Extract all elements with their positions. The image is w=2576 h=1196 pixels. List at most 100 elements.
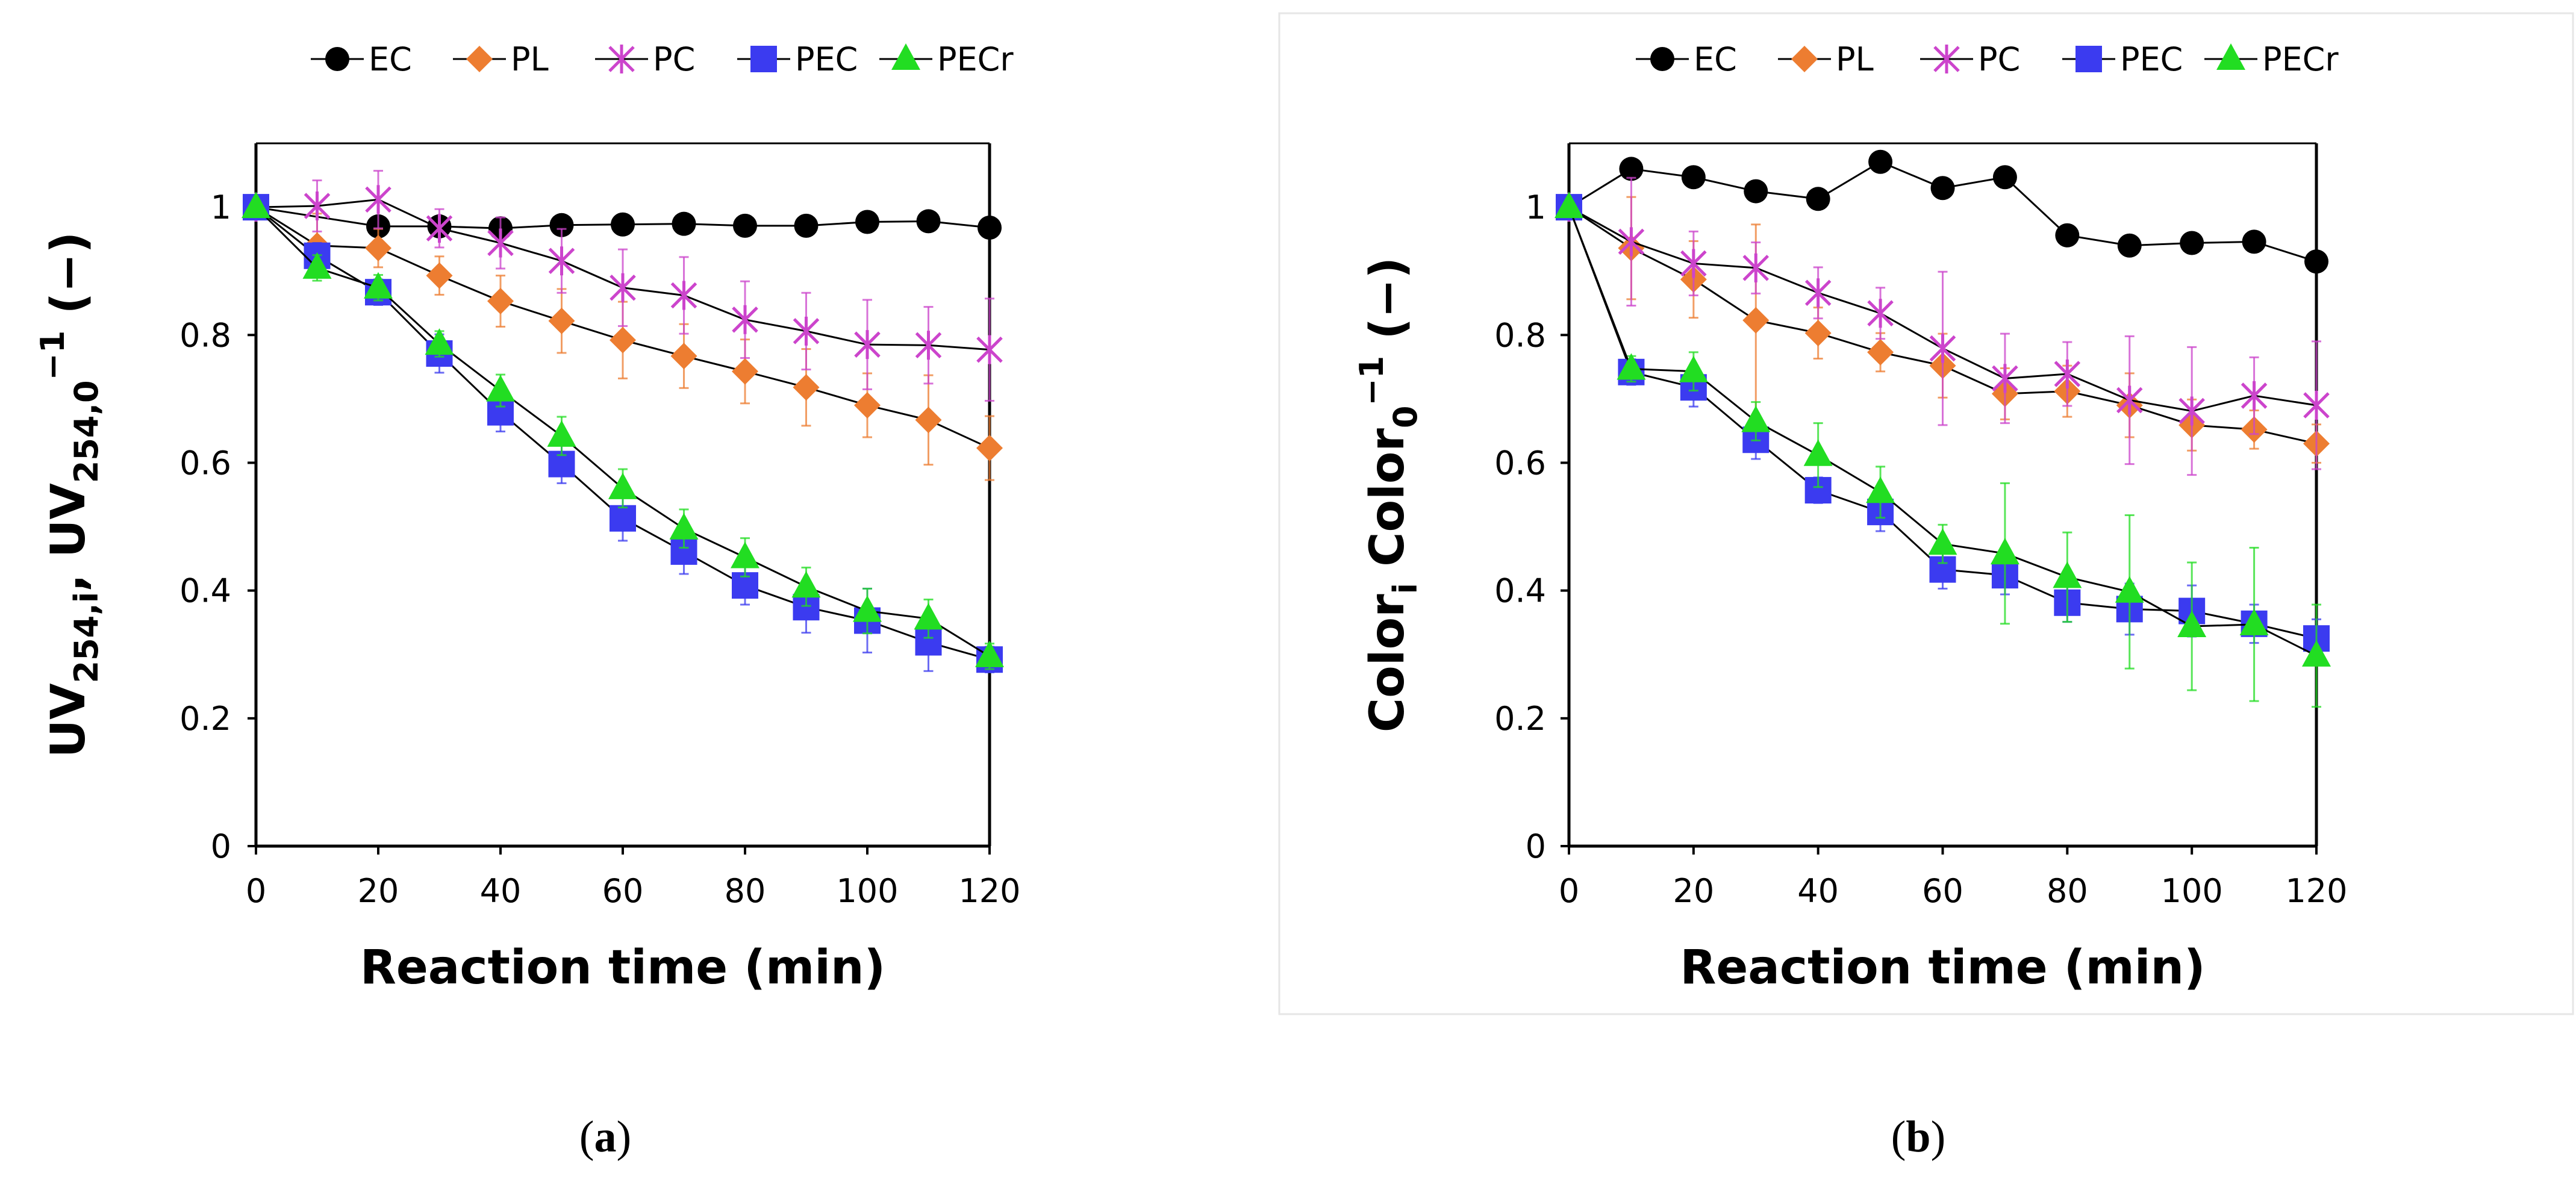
data-point-PECr	[1679, 355, 1708, 382]
panel-b-frame	[1278, 12, 2574, 1015]
data-point-EC	[2242, 229, 2266, 254]
x-tick-label: 20	[358, 872, 399, 910]
y-axis-title-subscript: 0	[1386, 406, 1424, 429]
y-axis-title-subscript: i	[1386, 583, 1424, 594]
panel-label-a: (a)	[579, 1112, 631, 1162]
y-axis-title-text: Color	[1361, 594, 1415, 732]
legend-label-EC: EC	[369, 40, 412, 78]
y-tick-label: 0.6	[179, 444, 231, 482]
y-tick-label: 0.8	[1494, 316, 1546, 354]
data-point-PC	[854, 330, 881, 360]
data-point-PECr	[2177, 611, 2207, 638]
data-point-PC	[732, 305, 758, 334]
legend-marker-EC	[325, 47, 349, 71]
data-point-EC	[1806, 187, 1830, 211]
data-point-PC	[1929, 334, 1956, 363]
data-point-PL	[610, 326, 636, 354]
x-tick-label: 60	[1922, 872, 1963, 910]
data-point-PC	[1618, 227, 1645, 257]
x-tick-label: 80	[725, 872, 766, 910]
panel-label-b: (b)	[1891, 1112, 1945, 1162]
data-point-PC	[2178, 396, 2205, 426]
y-axis-title-superscript: −1	[1353, 356, 1391, 406]
data-point-PECr	[853, 595, 882, 622]
data-point-EC	[916, 209, 941, 234]
y-tick-label: 0.6	[1494, 444, 1546, 482]
legend-marker-PC	[608, 45, 635, 73]
data-point-PC	[793, 316, 820, 346]
legend-label-PL: PL	[511, 40, 549, 78]
x-axis-title: Reaction time (min)	[1680, 941, 2205, 995]
data-point-PC	[1680, 249, 1707, 278]
data-point-PC	[915, 331, 942, 360]
legend-marker-PL	[1791, 46, 1818, 72]
legend-marker-PL	[466, 46, 493, 72]
x-tick-label: 100	[836, 872, 898, 910]
series-PECr	[1555, 192, 2331, 708]
data-point-EC	[2180, 231, 2204, 255]
y-axis-title-text: (−)	[1361, 257, 1415, 356]
series-PC	[243, 170, 1003, 402]
x-tick-label: 80	[2047, 872, 2088, 910]
data-point-PL	[793, 374, 820, 401]
data-point-PC	[2054, 359, 2081, 388]
data-point-EC	[1619, 157, 1644, 181]
data-point-PL	[1804, 320, 1832, 347]
legend-marker-PEC	[750, 46, 777, 72]
data-point-PECr	[1741, 405, 1771, 432]
data-point-PECr	[2239, 608, 2269, 635]
data-point-PECr	[242, 192, 270, 219]
data-point-EC	[1744, 179, 1768, 204]
data-point-PL	[365, 234, 391, 261]
series-PC	[1556, 176, 2330, 476]
chart-panel-a: 0 0.2 0.4 0.6 0.8 1 0 20 40 60 80 100 120 Reaction ti…	[34, 40, 1021, 995]
data-point-PECr	[731, 541, 759, 568]
data-point-PECr	[975, 640, 1004, 667]
series-EC	[244, 195, 1002, 241]
x-tick-label: 40	[1797, 872, 1839, 910]
y-axis-title-subscript: 254,0	[67, 380, 105, 483]
panel-label-a-letter: a	[594, 1112, 617, 1162]
legend-label-EC: EC	[1694, 40, 1737, 78]
data-point-PECr	[364, 272, 393, 299]
data-point-PECr	[1866, 476, 1895, 503]
data-point-PC	[1992, 364, 2018, 393]
legend-label-PC: PC	[653, 40, 695, 78]
data-point-PECr	[302, 252, 332, 279]
data-point-EC	[733, 213, 757, 238]
legend: EC PL PC PEC PECr	[311, 40, 1014, 78]
data-point-PECr	[2302, 640, 2331, 667]
data-point-PECr	[669, 512, 699, 540]
data-point-PECr	[425, 328, 454, 355]
data-point-PC	[610, 273, 636, 302]
data-point-EC	[549, 213, 574, 237]
data-point-PC	[1804, 278, 1832, 308]
data-point-PECr	[1555, 192, 1583, 219]
x-tick-label: 20	[1673, 872, 1714, 910]
data-point-PECr	[914, 603, 943, 630]
data-point-PECr	[1617, 353, 1646, 380]
x-tick-label: 0	[246, 872, 266, 910]
data-point-PC	[2303, 390, 2330, 420]
data-point-PL	[548, 307, 575, 334]
data-point-PECr	[486, 375, 515, 402]
data-point-EC	[978, 216, 1002, 240]
data-point-EC	[1992, 165, 2017, 190]
data-point-PC	[2241, 381, 2268, 411]
y-axis-title-text: (−)	[42, 232, 96, 331]
x-tick-label: 60	[602, 872, 644, 910]
data-point-PL	[915, 406, 942, 434]
data-point-PC	[487, 228, 514, 258]
data-point-PL	[426, 262, 453, 289]
data-point-PC	[670, 281, 697, 310]
data-point-PC	[304, 191, 331, 220]
data-point-PECr	[547, 420, 576, 447]
data-point-PC	[1742, 253, 1770, 282]
data-point-PC	[548, 246, 575, 276]
data-point-EC	[611, 212, 635, 237]
x-tick-label: 0	[1559, 872, 1579, 910]
x-tick-label: 120	[958, 872, 1020, 910]
legend-label-PEC: PEC	[2120, 40, 2183, 78]
data-point-EC	[794, 213, 819, 238]
legend-marker-PECr	[891, 43, 920, 70]
